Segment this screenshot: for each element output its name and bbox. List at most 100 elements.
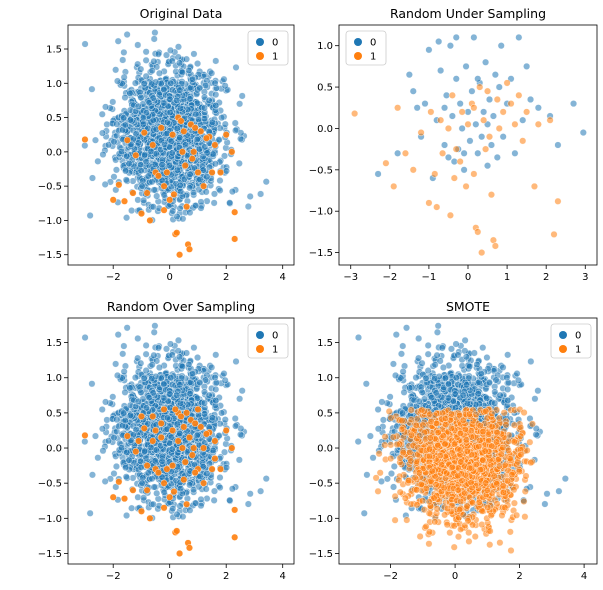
point-class-1	[485, 133, 494, 141]
point-class-0	[405, 71, 413, 79]
point-class-1	[431, 170, 439, 178]
point-class-0	[176, 86, 184, 94]
point-class-1	[160, 405, 168, 413]
point-class-0	[262, 178, 270, 186]
legend-marker-0	[354, 38, 362, 46]
point-class-0	[138, 479, 146, 487]
point-class-0	[176, 353, 184, 361]
point-class-1	[222, 131, 230, 139]
point-class-0	[437, 66, 445, 75]
point-class-0	[110, 138, 118, 146]
point-class-1	[437, 116, 445, 124]
point-class-1	[202, 430, 210, 438]
point-class-0	[178, 68, 186, 76]
point-class-1	[137, 210, 145, 218]
point-class-0	[119, 56, 127, 64]
point-class-0	[152, 446, 160, 454]
point-class-0	[109, 98, 117, 106]
point-class-0	[150, 351, 158, 359]
point-class-0	[474, 75, 482, 83]
point-class-0	[493, 153, 501, 161]
point-class-0	[570, 100, 578, 108]
point-class-0	[86, 211, 94, 220]
point-class-0	[415, 354, 423, 362]
x-tick-label: −2	[106, 272, 121, 283]
scatter-points	[354, 322, 569, 555]
point-class-1	[146, 514, 154, 522]
point-class-0	[98, 405, 106, 414]
point-class-1	[109, 196, 117, 204]
point-class-0	[354, 438, 362, 446]
point-class-0	[94, 157, 102, 165]
point-class-0	[102, 103, 110, 111]
y-tick-label: −1.5	[309, 248, 333, 259]
point-class-0	[400, 388, 408, 396]
point-class-1	[171, 405, 179, 413]
point-class-0	[134, 397, 142, 405]
point-class-0	[113, 416, 121, 424]
point-class-0	[153, 489, 161, 497]
point-class-1	[157, 419, 165, 427]
point-class-0	[554, 141, 562, 149]
point-class-0	[176, 399, 185, 407]
point-class-0	[186, 170, 194, 178]
point-class-0	[176, 59, 184, 67]
point-class-1	[495, 124, 503, 132]
point-class-0	[137, 65, 145, 73]
point-class-0	[211, 160, 219, 168]
point-class-0	[110, 470, 118, 478]
point-class-0	[94, 454, 102, 462]
point-class-1	[458, 108, 466, 116]
point-class-0	[188, 370, 197, 378]
point-class-0	[579, 129, 587, 137]
point-class-1	[120, 495, 129, 503]
point-class-1	[143, 189, 151, 197]
point-class-1	[115, 478, 123, 486]
point-class-1	[474, 228, 482, 236]
point-class-1	[487, 191, 496, 199]
point-class-1	[143, 486, 151, 494]
x-tick-label: −3	[343, 272, 358, 283]
point-class-0	[448, 112, 456, 120]
point-class-1	[427, 108, 435, 116]
point-class-0	[534, 387, 542, 395]
point-class-1	[534, 120, 542, 128]
point-class-1	[546, 116, 554, 124]
legend-box	[345, 30, 387, 66]
point-class-1	[123, 432, 131, 440]
point-class-0	[221, 416, 229, 424]
point-class-0	[161, 140, 169, 149]
point-class-0	[134, 41, 142, 49]
point-class-0	[460, 149, 468, 157]
y-tick-label: 1.5	[46, 338, 62, 349]
point-class-0	[232, 357, 240, 366]
legend-marker-1	[354, 52, 362, 60]
point-class-0	[215, 136, 223, 144]
point-class-1	[194, 405, 202, 413]
point-class-1	[456, 158, 464, 166]
point-class-0	[160, 85, 168, 93]
point-class-0	[123, 30, 131, 39]
point-class-0	[436, 357, 444, 365]
chart-title: Random Under Sampling	[390, 6, 546, 21]
point-class-0	[142, 56, 150, 64]
point-class-1	[530, 182, 539, 190]
point-class-1	[188, 451, 196, 459]
point-class-0	[141, 447, 149, 455]
point-class-0	[374, 170, 382, 178]
point-class-1	[462, 182, 470, 190]
point-class-0	[148, 475, 156, 483]
point-class-0	[81, 438, 89, 446]
legend-marker-1	[256, 345, 264, 353]
legend-label-0: 0	[272, 331, 278, 342]
point-class-1	[181, 458, 189, 466]
point-class-0	[210, 496, 218, 504]
point-class-0	[190, 50, 198, 58]
y-tick-label: −0.5	[38, 479, 62, 490]
point-class-0	[134, 139, 142, 147]
point-class-0	[114, 331, 122, 339]
point-class-0	[144, 469, 152, 477]
point-class-1	[168, 131, 177, 139]
point-class-0	[158, 161, 166, 169]
point-class-0	[435, 38, 443, 46]
